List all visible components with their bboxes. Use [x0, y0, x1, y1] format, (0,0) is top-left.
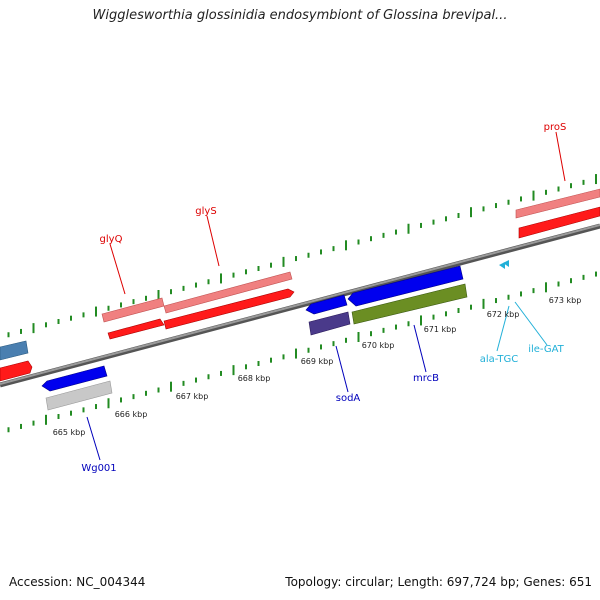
gene-mrcb-green[interactable] — [351, 283, 468, 325]
gene-soda-dark[interactable] — [308, 311, 351, 336]
mrcb-leader — [413, 324, 427, 373]
map-title: Wigglesworthia glossinidia endosymbiont … — [92, 8, 508, 23]
tick-label: 667 kbp — [176, 392, 209, 401]
gene-glys[interactable] — [163, 288, 295, 330]
trna-label-ala-tgc[interactable]: ala-TGC — [480, 354, 519, 365]
gene-soda[interactable] — [305, 294, 348, 315]
trna-label-ile-gat[interactable]: ile-GAT — [528, 344, 564, 355]
glys-leader — [206, 215, 220, 267]
soda-leader — [335, 345, 349, 393]
trna-ala-icon[interactable] — [499, 262, 505, 269]
gene-pros-light[interactable] — [515, 188, 600, 219]
summary-text: Topology: circular; Length: 697,724 bp; … — [285, 575, 592, 589]
gene-glys-light[interactable] — [163, 271, 293, 314]
tick-label: 673 kbp — [549, 296, 582, 305]
tick-label: 669 kbp — [301, 357, 334, 366]
trna-ile-icon[interactable] — [503, 260, 509, 267]
tick-label: 666 kbp — [115, 410, 148, 419]
gene-wg001-light[interactable] — [45, 380, 113, 411]
gene-label-mrcb[interactable]: mrcB — [413, 373, 439, 384]
wg001-leader — [86, 416, 101, 461]
tick-label: 671 kbp — [424, 325, 457, 334]
gene-label-wg001[interactable]: Wg001 — [81, 463, 116, 474]
gene-pros[interactable] — [518, 206, 600, 239]
forward-tick-track — [7, 174, 597, 338]
trna-markers — [499, 260, 509, 269]
ile-gat-leader — [514, 301, 548, 346]
gene-mrcb[interactable] — [347, 265, 464, 307]
pros-leader — [555, 131, 566, 182]
gene-glyq[interactable] — [107, 318, 165, 340]
tick-label: 665 kbp — [53, 428, 86, 437]
forward-genes — [0, 188, 600, 382]
gene-left-edge[interactable] — [0, 360, 33, 382]
accession-text: Accession: NC_004344 — [9, 575, 146, 589]
gene-left-blue[interactable] — [0, 340, 29, 361]
gene-label-pros[interactable]: proS — [544, 122, 567, 133]
tick-label: 668 kbp — [238, 374, 271, 383]
ala-tgc-leader — [496, 305, 510, 352]
gene-label-glys[interactable]: glyS — [195, 206, 216, 217]
tick-label: 672 kbp — [487, 310, 520, 319]
reverse-tick-track — [7, 271, 597, 433]
reverse-genes — [0, 265, 468, 411]
genome-backbone-highlight — [0, 224, 600, 385]
gene-label-soda[interactable]: sodA — [336, 393, 361, 404]
glyq-leader — [109, 243, 126, 295]
tick-label: 670 kbp — [362, 341, 395, 350]
gene-wg001[interactable] — [41, 365, 108, 392]
gene-label-glyq[interactable]: glyQ — [100, 234, 123, 245]
